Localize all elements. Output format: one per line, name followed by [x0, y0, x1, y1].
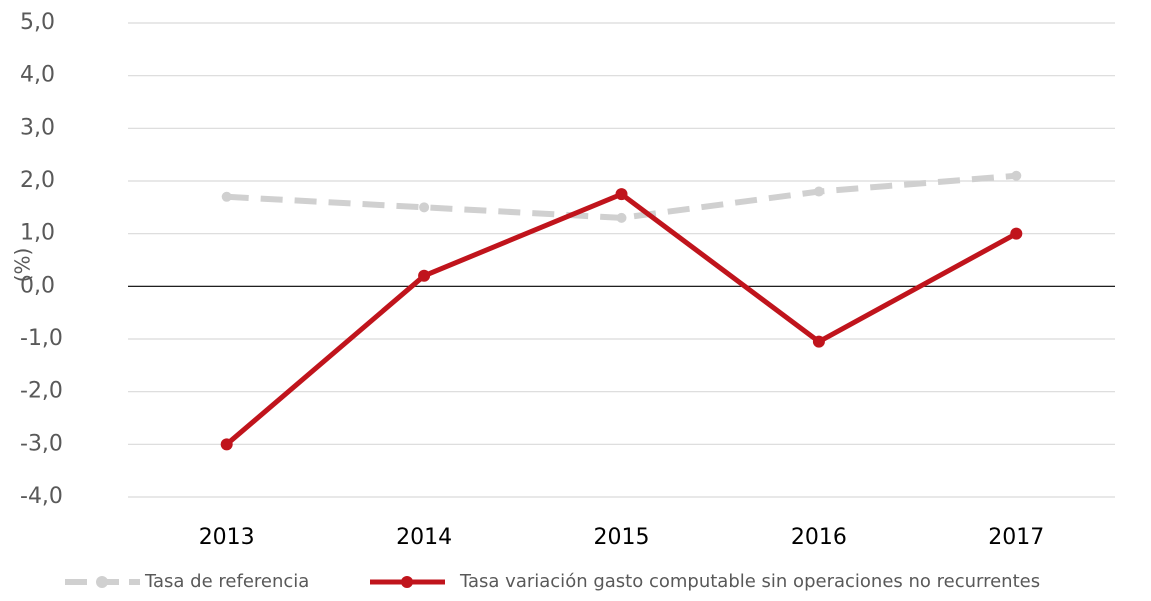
x-tick-label: 2015: [594, 525, 650, 550]
y-tick-label: 2,0: [20, 168, 55, 193]
data-point: [616, 212, 627, 223]
y-tick-label: 0,0: [20, 273, 55, 298]
data-point: [615, 188, 628, 201]
data-point: [418, 269, 431, 282]
legend-marker: [401, 576, 413, 588]
y-tick-label: 1,0: [20, 221, 55, 246]
data-point: [221, 191, 232, 202]
data-point: [1011, 170, 1022, 181]
data-point: [220, 438, 233, 451]
data-point: [813, 186, 824, 197]
x-tick-label: 2014: [396, 525, 452, 550]
y-tick-label: -3,0: [20, 431, 63, 456]
legend-label: Tasa de referencia: [144, 571, 309, 592]
y-tick-label: -2,0: [20, 379, 63, 404]
x-tick-label: 2013: [199, 525, 255, 550]
y-tick-label: 3,0: [20, 115, 55, 140]
x-tick-label: 2017: [988, 525, 1044, 550]
x-tick-label: 2016: [791, 525, 847, 550]
data-point: [1010, 227, 1023, 240]
y-tick-label: -1,0: [20, 326, 63, 351]
data-point: [812, 335, 825, 348]
data-point: [419, 202, 430, 213]
y-tick-label: 5,0: [20, 10, 55, 35]
y-tick-label: 4,0: [20, 63, 55, 88]
y-tick-label: -4,0: [20, 484, 63, 509]
legend-marker: [96, 576, 108, 588]
y-axis-label: (%): [11, 248, 35, 283]
series-line: [225, 191, 1018, 447]
legend-label: Tasa variación gasto computable sin oper…: [459, 571, 1040, 592]
